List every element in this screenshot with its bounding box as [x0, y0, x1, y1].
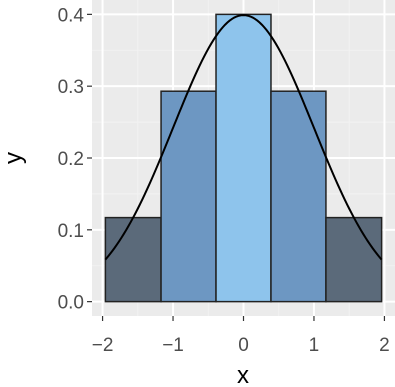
y-tick-label: 0.1	[58, 221, 84, 242]
x-tick-label: 2	[379, 335, 390, 356]
density-curve	[104, 14, 383, 261]
x-tick-label: −1	[162, 335, 184, 356]
y-axis: 0.0 0.1 0.2 0.3 0.4	[58, 5, 92, 314]
x-tick-label: 1	[309, 335, 320, 356]
y-axis-title: y	[0, 152, 27, 164]
y-tick-label: 0.0	[58, 293, 84, 314]
y-tick-label: 0.2	[58, 149, 84, 170]
bar-4	[270, 90, 327, 303]
y-tick-label: 0.3	[58, 77, 84, 98]
bar-2	[160, 90, 217, 303]
bar-1	[104, 216, 162, 303]
bar-5	[325, 216, 383, 303]
x-tick-label: 0	[238, 335, 249, 356]
x-axis-title: x	[237, 362, 249, 387]
y-tick-label: 0.4	[58, 5, 85, 26]
x-tick-label: −2	[92, 335, 114, 356]
x-axis: −2 −1 0 1 2	[92, 316, 390, 356]
bar-3	[215, 13, 272, 303]
